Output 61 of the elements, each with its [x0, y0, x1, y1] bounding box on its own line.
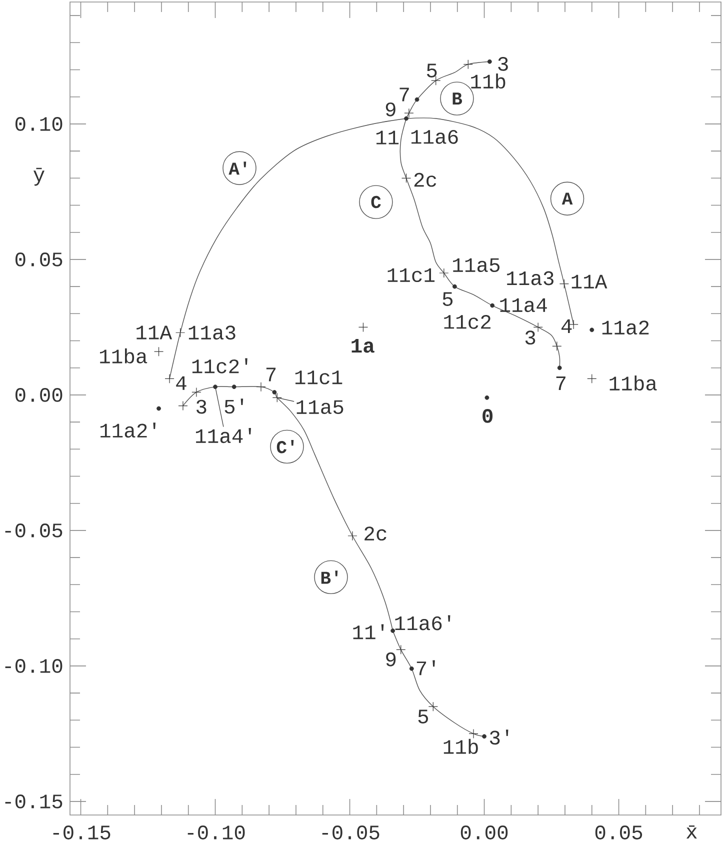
- annotation: 7': [416, 660, 435, 676]
- annotation: 2c: [414, 172, 436, 187]
- annotation: 3: [196, 400, 206, 414]
- annotation: 5': [224, 398, 244, 414]
- annotation: 11a3: [188, 326, 236, 340]
- x-axis-title: x̄: [686, 825, 697, 839]
- annotation: A: [562, 192, 573, 205]
- x-tick-label: 0.00: [460, 826, 508, 840]
- annotation: 11a6: [411, 130, 458, 144]
- annotation: 11a5: [453, 258, 500, 272]
- annotation: 11c2: [444, 314, 490, 329]
- annotation: 11': [353, 624, 384, 640]
- annotation: C: [371, 196, 381, 208]
- annotation: 11A: [572, 274, 608, 288]
- annotation: 2c: [364, 526, 386, 541]
- annotation: 9: [386, 652, 396, 666]
- y-tick-label: 0.10: [15, 117, 62, 131]
- y-tick-label: -0.05: [5, 523, 62, 538]
- annotation: 3: [498, 56, 508, 71]
- annotation: B: [452, 92, 462, 104]
- annotation: 11c1: [388, 268, 435, 282]
- annotation: 11: [376, 130, 399, 144]
- annotation: 7: [556, 376, 566, 390]
- y-tick-label: 0.00: [15, 388, 62, 402]
- annotation: 5: [418, 710, 428, 724]
- annotation: 11b: [444, 738, 478, 754]
- annotation: 5: [442, 292, 453, 306]
- annotation: 11a6': [395, 615, 450, 630]
- annotation: 11a5: [296, 400, 344, 414]
- annotation: 0: [482, 409, 493, 423]
- x-tick-label: -0.10: [188, 826, 245, 840]
- annotation: 11c1: [295, 370, 342, 384]
- annotation: 11ba: [610, 375, 657, 391]
- annotation: 9: [386, 102, 396, 116]
- annotation: A': [228, 162, 246, 175]
- annotation: 3: [525, 330, 536, 345]
- annotation: 11c2': [192, 358, 248, 374]
- y-tick-label: -0.10: [5, 658, 62, 673]
- annotation: 4: [176, 376, 186, 390]
- annotation: 11ba: [100, 348, 148, 364]
- annotation: 1a: [352, 339, 374, 353]
- x-tick-label: -0.05: [322, 826, 380, 840]
- annotation: 5: [426, 64, 437, 78]
- annotation: 11b: [471, 74, 506, 89]
- annotation: 11a4': [196, 428, 251, 444]
- annotation: 3': [490, 730, 508, 745]
- annotation: 11a2': [100, 422, 156, 438]
- y-tick-label: -0.15: [5, 794, 62, 808]
- annotation: 11a3: [507, 271, 554, 286]
- annotation: 7: [266, 368, 276, 382]
- x-tick-label: -0.15: [53, 826, 110, 840]
- x-tick-label: 0.05: [595, 826, 642, 840]
- annotation: C': [276, 440, 294, 454]
- y-axis-title: ȳ: [34, 168, 44, 186]
- annotation: 4: [561, 319, 572, 333]
- annotation: B': [321, 570, 338, 584]
- annotation: 11A: [136, 326, 172, 340]
- annotation: 11a4: [500, 298, 547, 312]
- annotation: 7: [400, 88, 409, 102]
- annotation: 11a2: [602, 320, 649, 335]
- y-tick-label: 0.05: [15, 252, 62, 266]
